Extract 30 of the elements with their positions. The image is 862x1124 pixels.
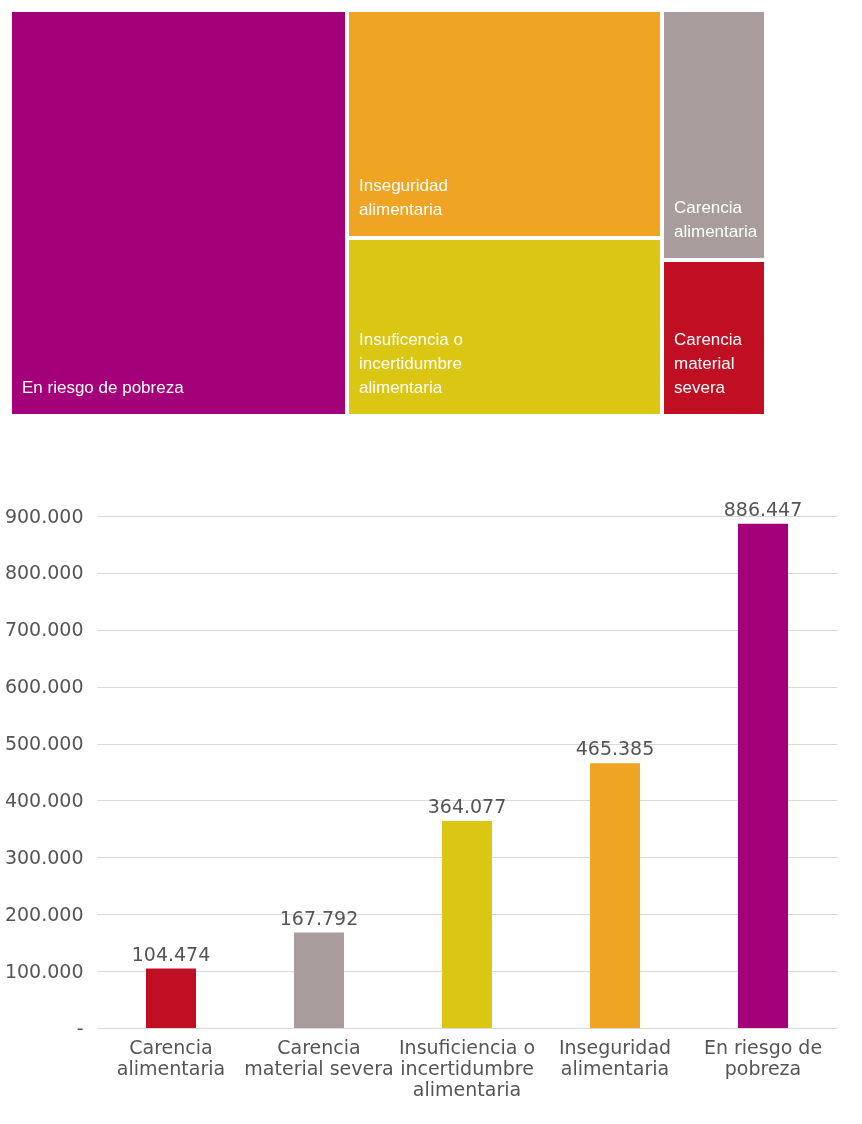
x-tick-label: Carencia alimentaria [116,1035,226,1079]
category-label: Carencia alimentaria [674,198,758,241]
bar [442,820,492,1028]
category-label: En riesgo de pobreza [22,378,185,397]
y-tick-label: 500.000 [4,732,84,755]
bar [294,932,344,1028]
y-tick-label: 800.000 [4,561,84,584]
data-label: 167.792 [279,906,359,929]
category-label: Carencia material severa [674,330,743,397]
bar [590,763,640,1028]
y-tick-label: 300.000 [4,845,84,868]
category-label: Inseguridad alimentaria [359,176,448,219]
x-tick-label: Carencia material severa [244,1035,394,1079]
y-tick-label: 900.000 [4,504,84,527]
y-tick-label: 100.000 [4,959,84,982]
y-tick-label: 400.000 [4,788,84,811]
y-tick-label: 200.000 [4,902,84,925]
y-tick-label: - [76,1016,84,1039]
bar [738,523,788,1028]
y-tick-label: 600.000 [4,675,84,698]
data-label: 886.447 [723,497,803,520]
category-label: Insuficencia o incertidumbre alimentaria [359,330,463,397]
data-label: 465.385 [575,737,655,760]
x-tick-label: Insuficiencia o incertidumbre alimentaria [398,1035,536,1100]
data-label: 104.474 [131,942,211,965]
x-tick-label: En riesgo de pobreza [703,1035,823,1079]
x-tick-label: Inseguridad alimentaria [558,1035,672,1079]
bar [146,968,196,1028]
data-label: 364.077 [427,794,507,817]
y-tick-label: 700.000 [4,618,84,641]
